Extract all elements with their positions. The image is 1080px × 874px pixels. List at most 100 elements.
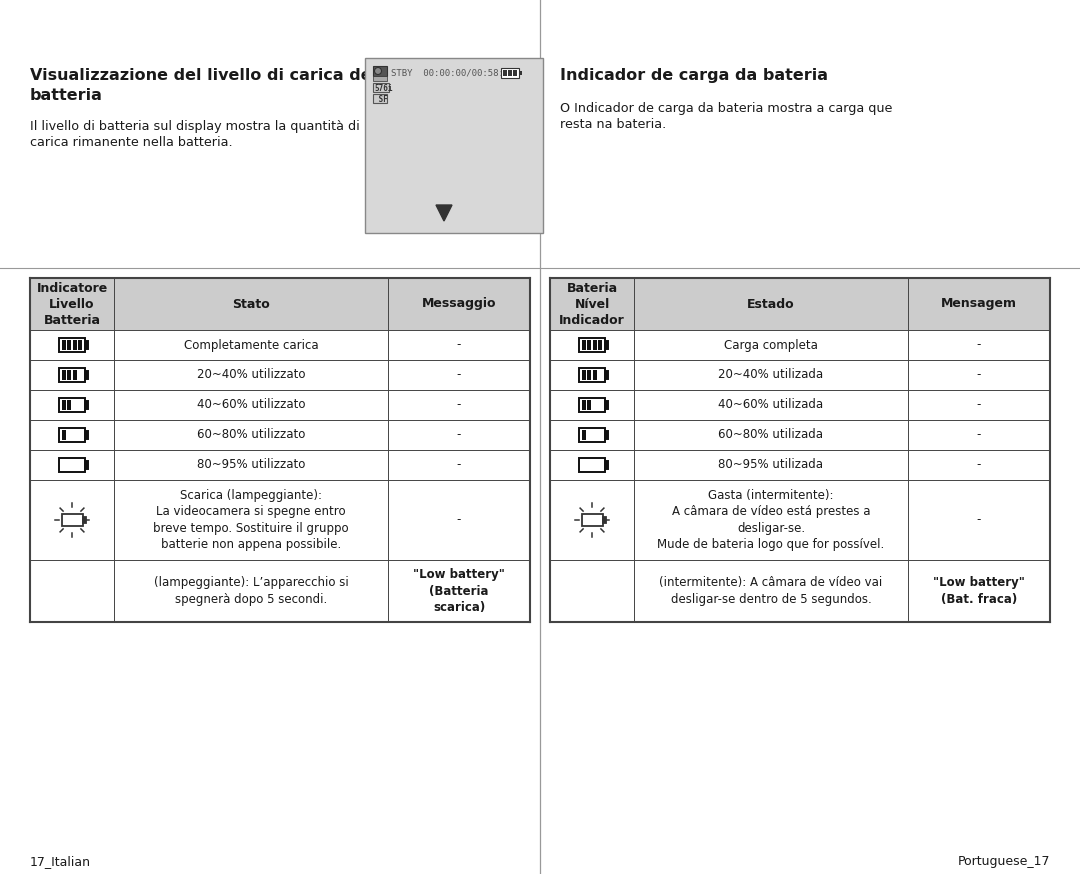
- Bar: [62, 400, 66, 410]
- Text: -: -: [976, 428, 982, 441]
- Bar: [62, 371, 66, 379]
- Bar: [503, 70, 507, 76]
- Bar: [582, 371, 585, 379]
- Bar: [588, 340, 591, 350]
- Bar: [581, 514, 603, 526]
- Text: -: -: [976, 459, 982, 471]
- Text: -: -: [457, 399, 461, 412]
- Bar: [59, 337, 84, 352]
- Bar: [579, 368, 605, 382]
- Bar: [59, 368, 84, 382]
- Bar: [59, 458, 84, 472]
- Text: Portuguese_17: Portuguese_17: [958, 855, 1050, 868]
- Bar: [579, 398, 605, 413]
- Text: "Low battery"
(Bat. fraca): "Low battery" (Bat. fraca): [933, 576, 1025, 606]
- Text: -: -: [976, 338, 982, 351]
- Text: -: -: [976, 369, 982, 381]
- Bar: [373, 66, 387, 76]
- Text: -: -: [457, 514, 461, 526]
- Bar: [30, 278, 530, 330]
- Bar: [67, 400, 71, 410]
- Bar: [82, 517, 85, 523]
- Polygon shape: [436, 205, 453, 221]
- Text: Indicatore
Livello
Batteria: Indicatore Livello Batteria: [37, 281, 108, 327]
- Text: Messaggio: Messaggio: [422, 297, 496, 310]
- Bar: [579, 337, 605, 352]
- Text: SF: SF: [374, 95, 388, 104]
- Bar: [59, 427, 84, 442]
- Text: 60~80% utilizada: 60~80% utilizada: [718, 428, 824, 441]
- Bar: [582, 430, 585, 440]
- Bar: [84, 401, 89, 409]
- Bar: [84, 461, 89, 468]
- Text: -: -: [457, 459, 461, 471]
- Bar: [598, 340, 602, 350]
- Text: (intermitente): A câmara de vídeo vai
desligar-se dentro de 5 segundos.: (intermitente): A câmara de vídeo vai de…: [660, 576, 882, 606]
- Text: carica rimanente nella batteria.: carica rimanente nella batteria.: [30, 136, 232, 149]
- Bar: [588, 400, 591, 410]
- Text: -: -: [976, 514, 982, 526]
- Text: Carga completa: Carga completa: [724, 338, 818, 351]
- Text: Stato: Stato: [232, 297, 270, 310]
- Bar: [603, 517, 606, 523]
- Text: "Low battery"
(Batteria
scarica): "Low battery" (Batteria scarica): [413, 568, 505, 614]
- Text: 17_Italian: 17_Italian: [30, 855, 91, 868]
- Bar: [593, 340, 596, 350]
- Bar: [605, 401, 608, 409]
- Bar: [373, 76, 387, 81]
- Bar: [582, 340, 585, 350]
- Bar: [365, 58, 543, 233]
- Bar: [605, 432, 608, 439]
- Text: 576i: 576i: [374, 84, 392, 93]
- Bar: [62, 430, 66, 440]
- Bar: [605, 461, 608, 468]
- Text: -: -: [976, 399, 982, 412]
- Bar: [593, 371, 596, 379]
- Bar: [62, 514, 82, 526]
- Bar: [588, 371, 591, 379]
- Bar: [72, 371, 77, 379]
- Text: -: -: [457, 338, 461, 351]
- Text: O Indicador de carga da bateria mostra a carga que: O Indicador de carga da bateria mostra a…: [561, 102, 892, 115]
- Text: -: -: [457, 369, 461, 381]
- Bar: [579, 427, 605, 442]
- Bar: [579, 458, 605, 472]
- Text: Gasta (intermitente):
A câmara de vídeo está prestes a
desligar-se.
Mude de bate: Gasta (intermitente): A câmara de vídeo …: [658, 489, 885, 551]
- Text: 20~40% utilizzato: 20~40% utilizzato: [197, 369, 306, 381]
- Bar: [84, 342, 89, 349]
- Bar: [550, 278, 1050, 330]
- Text: 60~80% utilizzato: 60~80% utilizzato: [197, 428, 306, 441]
- Bar: [67, 371, 71, 379]
- Bar: [72, 340, 77, 350]
- Text: Bateria
Nível
Indicador: Bateria Nível Indicador: [559, 281, 625, 327]
- Circle shape: [375, 67, 381, 74]
- Bar: [59, 398, 84, 413]
- Text: (lampeggiante): L’apparecchio si
spegnerà dopo 5 secondi.: (lampeggiante): L’apparecchio si spegner…: [153, 576, 349, 606]
- Bar: [513, 70, 517, 76]
- Text: Il livello di batteria sul display mostra la quantità di: Il livello di batteria sul display mostr…: [30, 120, 360, 133]
- Bar: [519, 71, 522, 75]
- Text: resta na bateria.: resta na bateria.: [561, 118, 666, 131]
- Text: 80~95% utilizada: 80~95% utilizada: [718, 459, 824, 471]
- Bar: [78, 340, 82, 350]
- Bar: [605, 371, 608, 378]
- Text: 80~95% utilizzato: 80~95% utilizzato: [197, 459, 306, 471]
- Text: Scarica (lampeggiante):
La videocamera si spegne entro
breve tempo. Sostituire i: Scarica (lampeggiante): La videocamera s…: [153, 489, 349, 551]
- Text: Completamente carica: Completamente carica: [184, 338, 319, 351]
- Bar: [67, 340, 71, 350]
- Text: Estado: Estado: [747, 297, 795, 310]
- Bar: [508, 70, 512, 76]
- Text: Mensagem: Mensagem: [941, 297, 1017, 310]
- Bar: [62, 340, 66, 350]
- Text: STBY  00:00:00/00:58:00: STBY 00:00:00/00:58:00: [391, 68, 515, 77]
- Bar: [373, 94, 387, 103]
- Text: Indicador de carga da bateria: Indicador de carga da bateria: [561, 68, 828, 83]
- Bar: [373, 83, 389, 92]
- Bar: [84, 371, 89, 378]
- Text: 20~40% utilizada: 20~40% utilizada: [718, 369, 824, 381]
- Bar: [501, 68, 519, 78]
- Text: 40~60% utilizada: 40~60% utilizada: [718, 399, 824, 412]
- Bar: [605, 342, 608, 349]
- Text: batteria: batteria: [30, 88, 103, 103]
- Text: -: -: [457, 428, 461, 441]
